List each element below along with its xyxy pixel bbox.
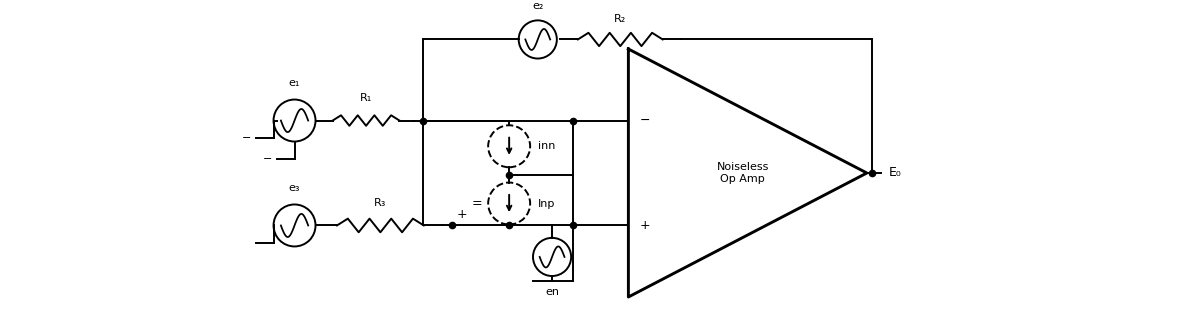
Text: R₂: R₂ xyxy=(614,14,626,24)
Text: e₁: e₁ xyxy=(289,78,300,88)
Text: e₃: e₃ xyxy=(289,183,300,193)
Text: Inp: Inp xyxy=(538,198,556,209)
Text: −: − xyxy=(263,154,273,164)
Text: inn: inn xyxy=(538,141,556,151)
Text: +: + xyxy=(640,219,651,232)
Text: =: = xyxy=(471,197,482,210)
Text: Noiseless
Op Amp: Noiseless Op Amp xyxy=(716,162,769,184)
Text: E₀: E₀ xyxy=(889,166,902,180)
Text: +: + xyxy=(457,208,468,220)
Text: −: − xyxy=(242,133,251,143)
Text: −: − xyxy=(640,114,650,127)
Text: R₃: R₃ xyxy=(374,198,387,208)
Text: R₁: R₁ xyxy=(359,94,372,103)
Text: en: en xyxy=(545,287,559,298)
Text: e₂: e₂ xyxy=(532,1,544,11)
